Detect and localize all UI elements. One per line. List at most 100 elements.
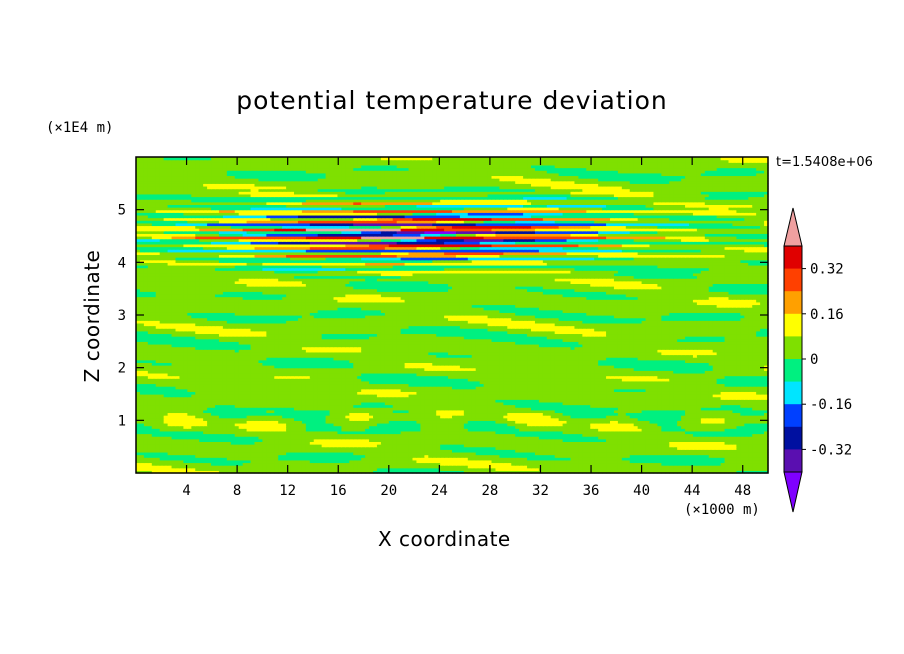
heatmap-cell xyxy=(515,446,520,450)
heatmap-cell xyxy=(222,457,228,461)
heatmap-cell xyxy=(420,462,425,466)
heatmap-cell xyxy=(357,433,362,437)
heatmap-cell xyxy=(507,436,512,440)
heatmap-cell xyxy=(610,444,615,448)
heatmap-cell xyxy=(345,441,350,445)
heatmap-cell xyxy=(262,462,267,466)
heatmap-cell xyxy=(203,459,208,464)
heatmap-cell xyxy=(412,449,418,453)
heatmap-cell xyxy=(692,451,698,456)
heatmap-cell xyxy=(617,436,623,440)
heatmap-cell xyxy=(215,436,220,440)
heatmap-cell xyxy=(570,465,576,469)
heatmap-cell xyxy=(621,444,627,448)
heatmap-cell xyxy=(294,462,299,466)
heatmap-cell xyxy=(712,457,718,461)
heatmap-cell xyxy=(566,462,572,466)
heatmap-cell xyxy=(625,436,631,440)
heatmap-cell xyxy=(337,446,342,450)
heatmap-cell xyxy=(392,436,398,440)
heatmap-cell xyxy=(242,441,248,445)
heatmap-cell xyxy=(452,470,457,474)
heatmap-cell xyxy=(388,444,394,448)
heatmap-cell xyxy=(645,436,651,440)
heatmap-cell xyxy=(139,457,145,461)
heatmap-cell xyxy=(621,436,627,440)
heatmap-cell xyxy=(566,457,572,461)
heatmap-cell xyxy=(645,449,651,453)
heatmap-cell xyxy=(396,465,402,469)
heatmap-cell xyxy=(724,438,730,442)
heatmap-cell xyxy=(736,462,741,466)
heatmap-cell xyxy=(412,457,418,461)
heatmap-cell xyxy=(396,433,402,437)
heatmap-cell xyxy=(491,436,497,440)
heatmap-cell xyxy=(511,446,516,450)
heatmap-cell xyxy=(321,428,327,432)
heatmap-cell xyxy=(238,470,244,474)
heatmap-cell xyxy=(290,430,295,435)
heatmap-cell xyxy=(297,449,303,453)
heatmap-cell xyxy=(507,441,512,445)
heatmap-cell xyxy=(542,467,548,471)
heatmap-cell xyxy=(282,459,287,464)
heatmap-cell xyxy=(554,449,560,453)
heatmap-cell xyxy=(621,446,627,450)
x-axis-label: X coordinate xyxy=(378,527,511,551)
heatmap-cell xyxy=(621,462,627,466)
heatmap-cell xyxy=(388,436,394,440)
heatmap-cell xyxy=(380,454,386,458)
heatmap-cell xyxy=(625,459,631,464)
heatmap-cell xyxy=(179,444,184,448)
heatmap-cell xyxy=(309,465,315,469)
heatmap-cell xyxy=(361,446,366,450)
heatmap-cell xyxy=(633,444,639,448)
heatmap-cell xyxy=(215,441,220,445)
heatmap-cell xyxy=(404,433,410,437)
heatmap-cell xyxy=(653,430,658,435)
heatmap-cell xyxy=(570,444,576,448)
heatmap-cell xyxy=(250,433,256,437)
heatmap-cell xyxy=(720,430,726,435)
heatmap-cell xyxy=(673,441,678,445)
heatmap-cell xyxy=(282,465,287,469)
heatmap-cell xyxy=(151,444,157,448)
heatmap-cell xyxy=(503,441,508,445)
heatmap-cell xyxy=(361,449,366,453)
heatmap-cell xyxy=(531,430,536,435)
heatmap-cell xyxy=(373,451,378,456)
heatmap-cell xyxy=(574,430,579,435)
heatmap-cell xyxy=(673,467,678,471)
heatmap-cell xyxy=(297,459,303,464)
heatmap-cell xyxy=(333,441,339,445)
heatmap-cell xyxy=(696,438,702,442)
heatmap-cell xyxy=(183,436,188,440)
heatmap-cell xyxy=(246,454,252,458)
heatmap-cell xyxy=(294,433,299,437)
heatmap-cell xyxy=(534,436,540,440)
heatmap-cell xyxy=(337,441,342,445)
heatmap-cell xyxy=(195,467,200,471)
heatmap-cell xyxy=(159,470,165,474)
heatmap-cell xyxy=(602,433,607,437)
heatmap-cell xyxy=(499,454,504,458)
heatmap-cell xyxy=(610,470,615,474)
heatmap-cell xyxy=(708,470,714,474)
heatmap-cell xyxy=(483,454,489,458)
heatmap-cell xyxy=(136,441,141,445)
heatmap-cell xyxy=(416,436,421,440)
heatmap-cell xyxy=(523,462,528,466)
heatmap-cell xyxy=(495,436,500,440)
heatmap-cell xyxy=(459,441,465,445)
heatmap-cell xyxy=(207,470,212,474)
heatmap-cell xyxy=(211,433,216,437)
heatmap-cell xyxy=(428,433,433,437)
heatmap-cell xyxy=(546,467,552,471)
heatmap-cell xyxy=(222,454,228,458)
heatmap-cell xyxy=(179,441,184,445)
heatmap-cell xyxy=(661,438,666,442)
heatmap-cell xyxy=(455,459,461,464)
heatmap-cell xyxy=(531,467,536,471)
heatmap-cell xyxy=(558,451,564,456)
heatmap-cell xyxy=(226,457,232,461)
